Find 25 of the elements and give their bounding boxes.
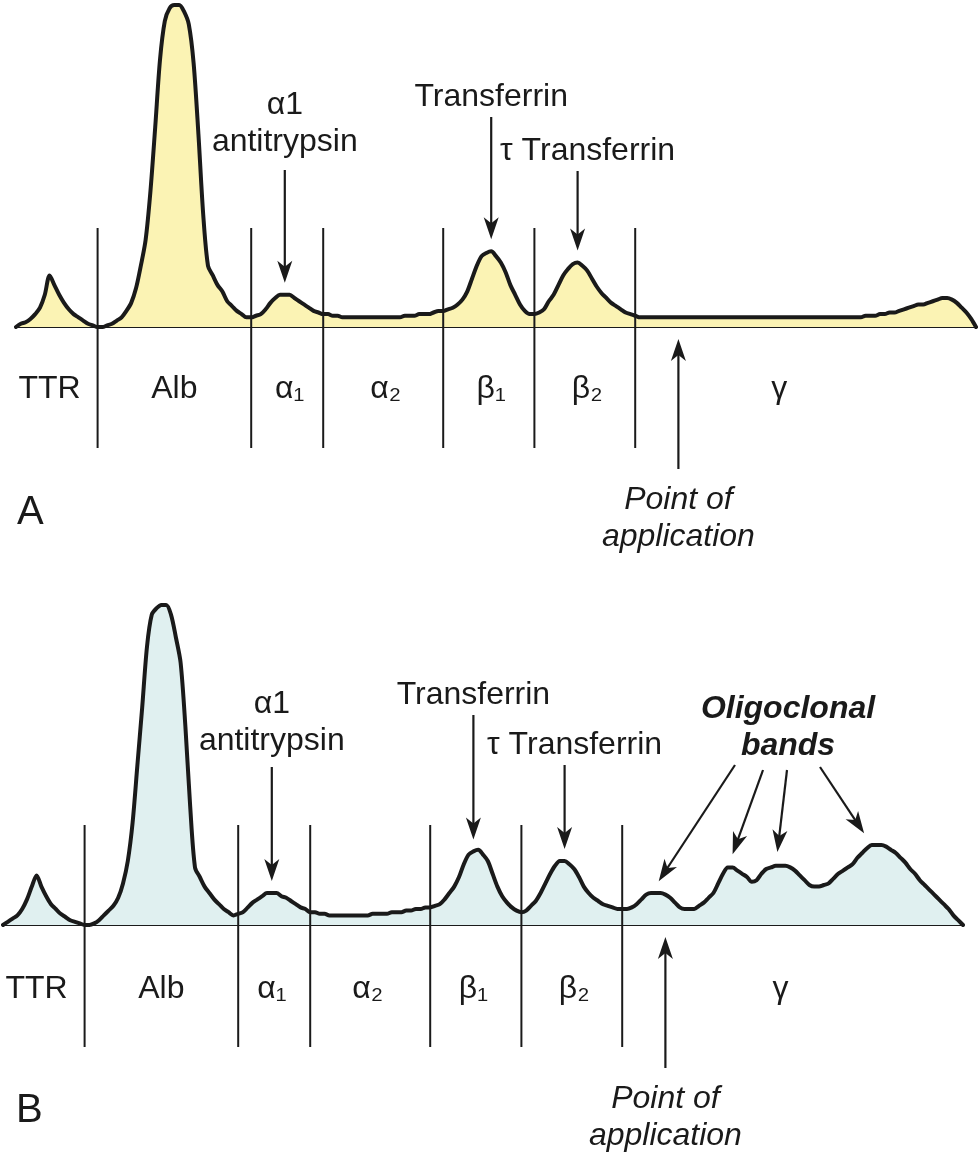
x-tick-label: γ: [771, 369, 788, 405]
annotation: τ Transferrin: [487, 725, 663, 761]
x-tick-label: α₁: [257, 969, 287, 1005]
x-tick-label: TTR: [18, 369, 81, 405]
x-tick-label: Alb: [138, 969, 185, 1005]
x-tick-label: TTR: [5, 969, 68, 1005]
annotation: α1 antitrypsin: [211, 85, 358, 158]
text: Point of application: [601, 480, 755, 553]
annotation: Oligoclonal bands: [700, 689, 877, 762]
text: A: [17, 488, 44, 532]
x-tick-label: β₁: [458, 969, 488, 1005]
annotation: τ Transferrin: [500, 131, 676, 167]
x-tick-label: β₂: [571, 369, 603, 405]
x-tick-label: β₂: [558, 969, 590, 1005]
x-tick-label: α₂: [352, 969, 384, 1005]
annotation: Transferrin: [414, 77, 568, 113]
text: B: [16, 1086, 43, 1130]
x-tick-label: β₁: [476, 369, 506, 405]
x-tick-label: α₁: [274, 369, 305, 405]
x-tick-label: α₂: [370, 369, 402, 405]
annotation: Transferrin: [396, 675, 551, 711]
text: Point of application: [588, 1079, 742, 1152]
x-tick-label: Alb: [151, 369, 198, 405]
annotation: α1 antitrypsin: [198, 684, 345, 757]
x-tick-label: γ: [772, 969, 789, 1005]
